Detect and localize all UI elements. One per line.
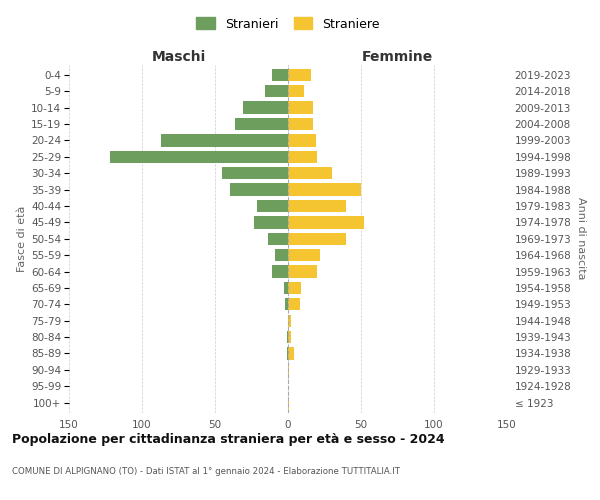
Bar (257, 200, 288, 212)
Bar (272, 68, 288, 81)
Bar (288, 348, 294, 360)
Bar (110, 150, 288, 163)
Bar (288, 200, 346, 212)
Bar (288, 364, 289, 376)
Bar (288, 68, 311, 81)
Bar (288, 396, 289, 409)
Bar (285, 298, 288, 310)
Bar (288, 102, 313, 114)
Bar (288, 282, 301, 294)
Bar (288, 134, 316, 146)
Text: COMUNE DI ALPIGNANO (TO) - Dati ISTAT al 1° gennaio 2024 - Elaborazione TUTTITAL: COMUNE DI ALPIGNANO (TO) - Dati ISTAT al… (12, 468, 400, 476)
Bar (275, 249, 288, 262)
Bar (287, 348, 288, 360)
Bar (268, 232, 288, 245)
Text: Maschi: Maschi (151, 50, 206, 64)
Y-axis label: Anni di nascita: Anni di nascita (575, 198, 586, 280)
Bar (288, 150, 317, 163)
Bar (288, 118, 313, 130)
Bar (288, 85, 304, 98)
Bar (272, 266, 288, 278)
Text: Popolazione per cittadinanza straniera per età e sesso - 2024: Popolazione per cittadinanza straniera p… (12, 432, 445, 446)
Bar (235, 118, 288, 130)
Bar (223, 167, 288, 179)
Text: Femmine: Femmine (362, 50, 433, 64)
Bar (288, 266, 317, 278)
Bar (288, 184, 361, 196)
Bar (288, 314, 291, 327)
Bar (230, 184, 288, 196)
Bar (288, 298, 299, 310)
Bar (288, 167, 332, 179)
Y-axis label: Fasce di età: Fasce di età (17, 206, 27, 272)
Bar (287, 331, 288, 343)
Bar (288, 216, 364, 228)
Bar (243, 102, 288, 114)
Legend: Stranieri, Straniere: Stranieri, Straniere (196, 18, 380, 30)
Bar (284, 282, 288, 294)
Bar (265, 85, 288, 98)
Bar (288, 232, 346, 245)
Bar (161, 134, 288, 146)
Bar (288, 249, 320, 262)
Bar (288, 331, 291, 343)
Bar (254, 216, 288, 228)
